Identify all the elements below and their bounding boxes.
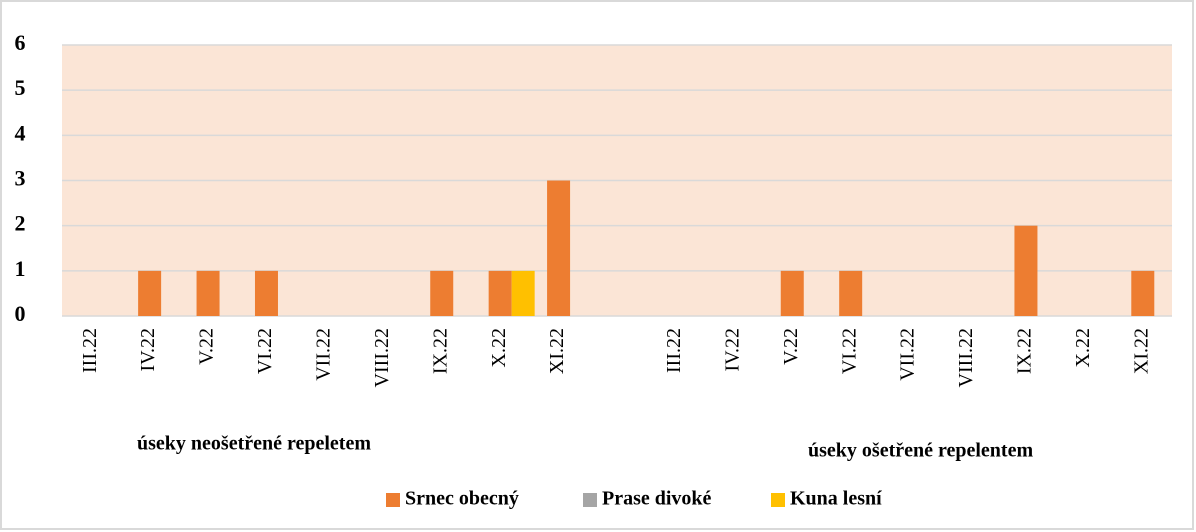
legend-swatch (771, 493, 785, 507)
x-tick-label: IV.22 (721, 328, 743, 372)
x-tick-label: III.22 (663, 328, 685, 373)
x-tick-label: IX.22 (429, 328, 451, 374)
x-tick-label: XI.22 (1130, 328, 1152, 374)
x-tick-label: IV.22 (137, 328, 159, 372)
bar (488, 270, 512, 316)
x-tick-label: IX.22 (1014, 328, 1036, 374)
y-tick-label: 2 (15, 211, 26, 236)
bar (138, 270, 162, 316)
x-tick-label: VIII.22 (955, 328, 977, 387)
x-tick-label: VII.22 (897, 328, 919, 381)
bar (254, 270, 278, 316)
bar (1014, 225, 1038, 316)
bar (196, 270, 220, 316)
x-tick-label: X.22 (1072, 328, 1094, 367)
x-tick-label: XI.22 (546, 328, 568, 374)
y-tick-label: 0 (15, 301, 26, 326)
x-tick-label: VIII.22 (371, 328, 393, 387)
y-tick-label: 1 (15, 256, 26, 281)
y-tick-label: 4 (15, 120, 26, 145)
legend-swatch (386, 493, 400, 507)
y-tick-label: 5 (15, 75, 26, 100)
x-tick-label: III.22 (79, 328, 101, 373)
group-label: úseky ošetřené repelentem (808, 440, 1033, 462)
x-tick-label: V.22 (196, 328, 218, 365)
legend-label: Prase divoké (602, 488, 712, 510)
bar (511, 270, 535, 316)
bar (839, 270, 863, 316)
x-tick-label: VI.22 (254, 328, 276, 374)
x-tick-label: VII.22 (312, 328, 334, 381)
bar (430, 270, 454, 316)
bar (780, 270, 804, 316)
x-tick-label: V.22 (780, 328, 802, 365)
legend-label: Srnec obecný (405, 488, 519, 510)
bar (547, 180, 571, 316)
bar (1131, 270, 1155, 316)
y-tick-label: 6 (15, 30, 26, 55)
legend-swatch (583, 493, 597, 507)
legend-label: Kuna lesní (790, 488, 882, 510)
group-label: úseky neošetřené repeletem (137, 433, 371, 455)
x-tick-label: VI.22 (838, 328, 860, 374)
x-tick-label: X.22 (488, 328, 510, 367)
y-tick-label: 3 (15, 166, 26, 191)
